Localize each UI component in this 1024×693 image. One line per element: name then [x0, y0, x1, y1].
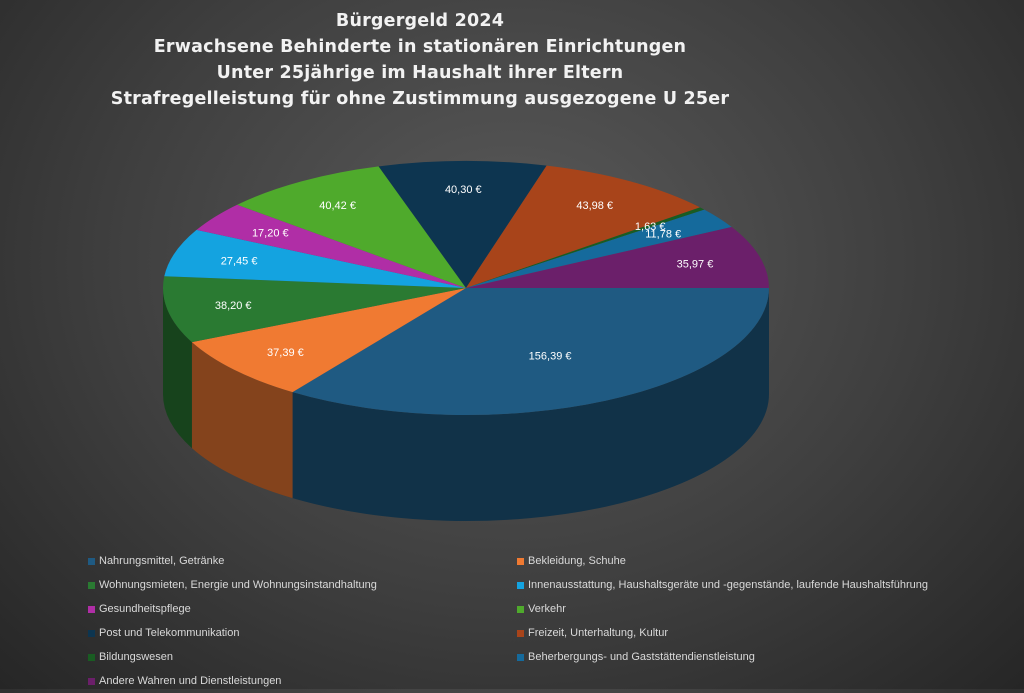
data-label-1: 37,39 €: [267, 347, 304, 359]
legend-label: Nahrungsmittel, Getränke: [99, 555, 225, 567]
legend-label: Post und Telekommunikation: [99, 627, 240, 639]
pie-slice-6: [378, 161, 547, 288]
legend-item: Nahrungsmittel, Getränke: [88, 549, 517, 573]
legend-label: Bekleidung, Schuhe: [528, 555, 626, 567]
pie-side-1: [191, 342, 293, 499]
legend-swatch: [517, 629, 524, 637]
pie-slice-5: [237, 166, 466, 288]
legend-item: Wohnungsmieten, Energie und Wohnungsinst…: [88, 573, 517, 597]
data-label-8: 1,63 €: [635, 221, 666, 233]
legend-swatch: [517, 605, 524, 613]
chart-title: Bürgergeld 2024 Erwachsene Behinderte in…: [0, 8, 840, 112]
data-label-9: 11,78 €: [645, 228, 681, 240]
data-label-0: 156,39 €: [529, 351, 572, 363]
pie-side-2: [163, 288, 192, 449]
legend-item: Post und Telekommunikation: [88, 621, 517, 645]
pie-slice-0: [292, 288, 769, 415]
legend-label: Innenausstattung, Haushaltsgeräte und -g…: [528, 579, 928, 591]
data-label-10: 35,97 €: [677, 258, 714, 270]
legend-label: Wohnungsmieten, Energie und Wohnungsinst…: [99, 579, 377, 591]
data-label-3: 27,45 €: [221, 255, 258, 267]
legend-item: Gesundheitspflege: [88, 597, 517, 621]
legend-swatch: [517, 653, 524, 661]
pie-slice-3: [164, 229, 467, 288]
legend-label: Andere Wahren und Dienstleistungen: [99, 675, 282, 687]
pie-slice-8: [466, 207, 705, 288]
title-line-2: Erwachsene Behinderte in stationären Ein…: [153, 37, 687, 57]
legend-item: Verkehr: [517, 597, 987, 621]
pie-slice-10: [466, 226, 769, 288]
legend-swatch: [88, 581, 95, 589]
data-label-2: 38,20 €: [215, 300, 252, 312]
legend-item: Freizeit, Unterhaltung, Kultur: [517, 621, 987, 645]
data-label-7: 43,98 €: [576, 200, 613, 212]
data-label-5: 40,42 €: [319, 200, 356, 212]
pie-labels: 156,39 € 37,39 € 38,20 € 27,45 € 17,20 € 40,4…: [215, 184, 714, 363]
pie-slice-4: [196, 204, 466, 288]
legend-item: Andere Wahren und Dienstleistungen: [88, 669, 517, 693]
data-label-4: 17,20 €: [252, 228, 289, 240]
title-line-3: Unter 25jährige im Haushalt ihrer Eltern: [216, 63, 624, 83]
legend-label: Verkehr: [528, 603, 566, 615]
pie-slice-9: [466, 209, 732, 288]
legend-swatch: [88, 557, 95, 565]
pie-slice-7: [466, 165, 700, 288]
legend-swatch: [517, 581, 524, 589]
legend-label: Gesundheitspflege: [99, 603, 191, 615]
title-line-4: Strafregelleistung für ohne Zustimmung a…: [110, 89, 730, 109]
title-line-1: Bürgergeld 2024: [335, 11, 505, 31]
legend-label: Bildungswesen: [99, 651, 173, 663]
legend-item: Bekleidung, Schuhe: [517, 549, 987, 573]
legend-item: Beherbergungs- und Gaststättendienstleis…: [517, 645, 987, 669]
legend-label: Beherbergungs- und Gaststättendienstleis…: [528, 651, 755, 663]
legend-swatch: [517, 557, 524, 565]
pie-slice-1: [191, 288, 466, 393]
legend-swatch: [88, 677, 95, 685]
legend-item: Innenausstattung, Haushaltsgeräte und -g…: [517, 573, 987, 597]
pie-sides: [163, 288, 769, 521]
legend-label: Freizeit, Unterhaltung, Kultur: [528, 627, 669, 639]
pie-tops: [162, 161, 769, 415]
legend-item: Bildungswesen: [88, 645, 517, 669]
legend-swatch: [88, 629, 95, 637]
legend-swatch: [88, 653, 95, 661]
pie-side-0: [292, 288, 769, 521]
legend-swatch: [88, 605, 95, 613]
data-label-6: 40,30 €: [445, 184, 482, 196]
pie-slice-2: [162, 276, 466, 343]
legend: Nahrungsmittel, Getränke Bekleidung, Schu…: [88, 549, 988, 693]
